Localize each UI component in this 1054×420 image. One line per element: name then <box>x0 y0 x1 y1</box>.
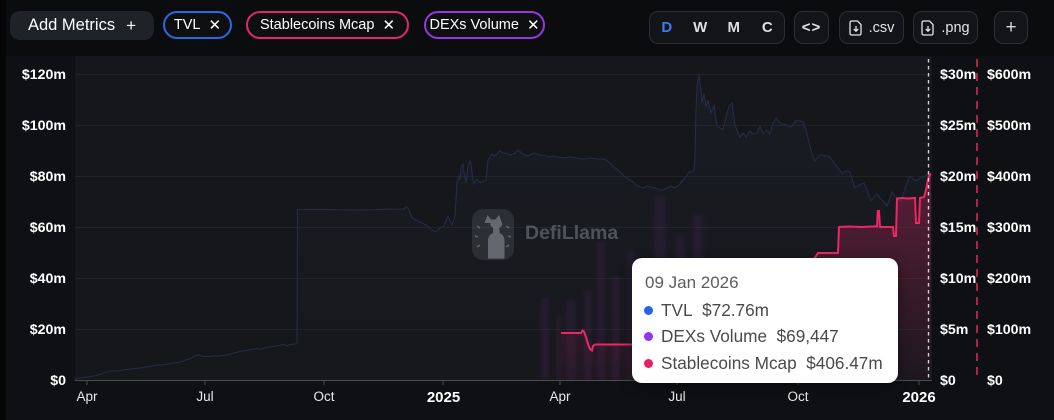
svg-text:$600m: $600m <box>987 67 1031 83</box>
svg-text:Apr: Apr <box>549 389 571 404</box>
svg-text:$0: $0 <box>940 373 956 389</box>
svg-text:Jul: Jul <box>668 389 685 404</box>
svg-text:2025: 2025 <box>427 389 460 406</box>
svg-text:$10m: $10m <box>940 271 976 287</box>
svg-text:Oct: Oct <box>313 389 334 404</box>
svg-text:Apr: Apr <box>76 389 98 404</box>
svg-text:$80m: $80m <box>30 169 66 185</box>
svg-text:DefiLlama: DefiLlama <box>525 222 618 244</box>
svg-text:$100m: $100m <box>987 322 1031 338</box>
svg-text:$200m: $200m <box>987 271 1031 287</box>
svg-text:$0: $0 <box>50 373 66 389</box>
svg-text:$30m: $30m <box>940 67 976 83</box>
svg-text:$20m: $20m <box>30 322 66 338</box>
svg-text:$0: $0 <box>987 373 1003 389</box>
svg-text:$60m: $60m <box>30 220 66 236</box>
svg-text:$100m: $100m <box>22 118 66 134</box>
svg-text:$15m: $15m <box>940 220 976 236</box>
svg-text:$400m: $400m <box>987 169 1031 185</box>
svg-text:$20m: $20m <box>940 169 976 185</box>
svg-text:Jul: Jul <box>196 389 213 404</box>
svg-text:$300m: $300m <box>987 220 1031 236</box>
svg-text:$5m: $5m <box>940 322 968 338</box>
svg-text:$25m: $25m <box>940 118 976 134</box>
svg-text:$500m: $500m <box>987 118 1031 134</box>
svg-text:Oct: Oct <box>787 389 808 404</box>
svg-text:$120m: $120m <box>22 67 66 83</box>
svg-text:2026: 2026 <box>902 389 935 406</box>
svg-text:$40m: $40m <box>30 271 66 287</box>
